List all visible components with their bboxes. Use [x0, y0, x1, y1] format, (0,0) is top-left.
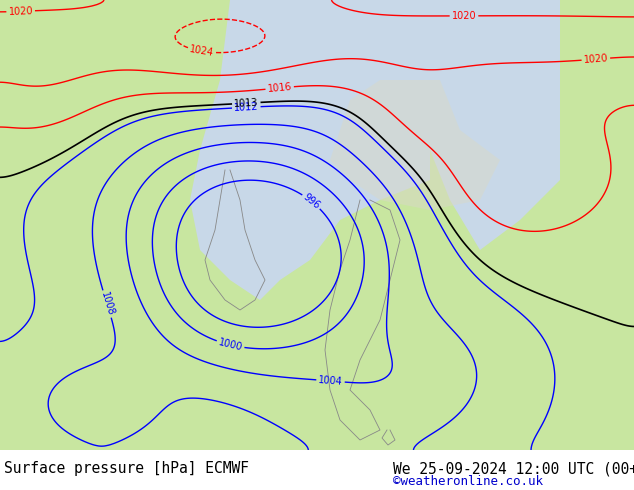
Polygon shape — [340, 80, 460, 130]
Text: 1020: 1020 — [8, 6, 33, 17]
Text: 1024: 1024 — [189, 44, 215, 58]
Text: 1013: 1013 — [234, 98, 259, 109]
Text: 1016: 1016 — [267, 82, 292, 94]
Text: 996: 996 — [301, 192, 321, 211]
Polygon shape — [190, 0, 430, 300]
Text: 1020: 1020 — [451, 11, 476, 21]
Text: 1004: 1004 — [318, 375, 343, 387]
Text: 1012: 1012 — [234, 102, 259, 113]
Text: 1008: 1008 — [99, 291, 115, 317]
Text: We 25-09-2024 12:00 UTC (00+36): We 25-09-2024 12:00 UTC (00+36) — [393, 461, 634, 476]
Text: 1020: 1020 — [583, 53, 609, 65]
Text: ©weatheronline.co.uk: ©weatheronline.co.uk — [393, 475, 543, 488]
Text: 1000: 1000 — [217, 337, 243, 353]
Polygon shape — [330, 130, 500, 210]
Polygon shape — [430, 0, 560, 250]
Text: Surface pressure [hPa] ECMWF: Surface pressure [hPa] ECMWF — [4, 461, 249, 476]
